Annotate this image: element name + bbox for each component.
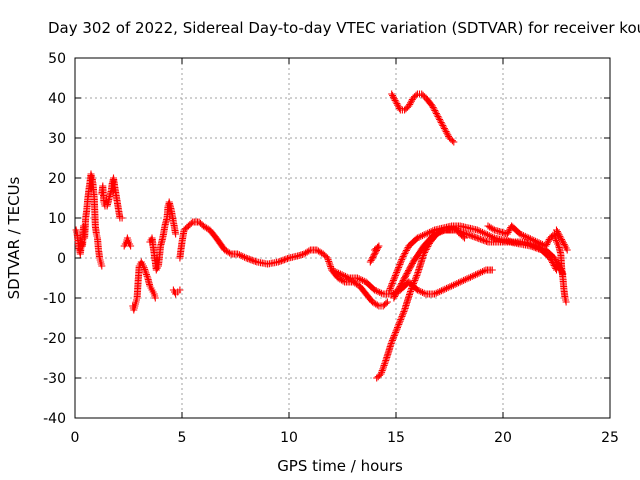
y-tick-label: 0 xyxy=(57,251,66,267)
y-tick-label: -20 xyxy=(43,331,66,347)
y-tick-label: 20 xyxy=(48,171,66,187)
x-tick-label: 15 xyxy=(387,430,405,446)
y-tick-labels: -40 -30 -20 -10 0 10 20 30 40 50 xyxy=(43,51,66,427)
series-upper-arc xyxy=(388,90,458,146)
data-point-markers xyxy=(390,226,560,302)
y-tick-label: -10 xyxy=(43,291,66,307)
y-tick-label: 10 xyxy=(48,211,66,227)
series-lower-trace xyxy=(328,266,496,298)
grid-lines xyxy=(75,58,610,418)
x-tick-label: 5 xyxy=(178,430,187,446)
x-axis-label: GPS time / hours xyxy=(277,457,403,475)
data-point-markers xyxy=(388,90,458,146)
y-tick-label: 50 xyxy=(48,51,66,67)
data-point-markers xyxy=(120,198,184,314)
x-tick-label: 25 xyxy=(601,430,619,446)
series-segment-2h-5h xyxy=(120,198,184,314)
series-cross-trace-b xyxy=(390,226,560,302)
series-main-trace xyxy=(176,218,391,310)
x-tick-label: 10 xyxy=(280,430,298,446)
y-tick-label: 30 xyxy=(48,131,66,147)
x-tick-labels: 0 5 10 15 20 25 xyxy=(71,430,619,446)
series-early-scatter xyxy=(72,170,126,270)
data-point-markers xyxy=(366,222,571,306)
x-tick-label: 0 xyxy=(71,430,80,446)
data-point-markers xyxy=(176,218,391,310)
series-tail-trace xyxy=(366,222,571,306)
y-tick-label: -40 xyxy=(43,411,66,427)
data-marks xyxy=(72,90,571,382)
x-tick-label: 20 xyxy=(494,430,512,446)
data-point-markers xyxy=(328,266,496,298)
plot-frame xyxy=(74,57,611,419)
data-point-markers xyxy=(72,170,126,270)
y-tick-label: 40 xyxy=(48,91,66,107)
axis-ticks xyxy=(74,57,611,419)
y-axis-label: SDTVAR / TECUs xyxy=(5,176,23,299)
y-tick-label: -30 xyxy=(43,371,66,387)
chart-title: Day 302 of 2022, Sidereal Day-to-day VTE… xyxy=(48,19,640,37)
